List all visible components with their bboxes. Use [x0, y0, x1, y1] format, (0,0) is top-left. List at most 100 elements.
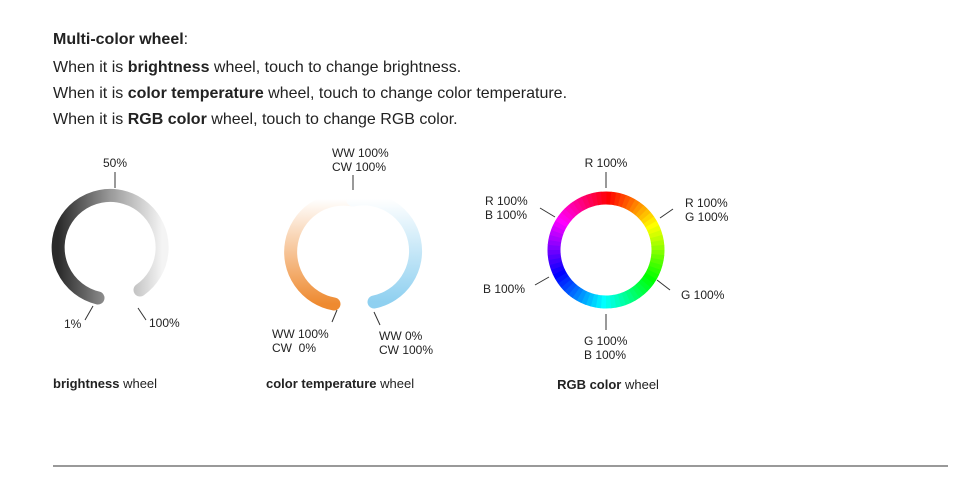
line: When it is brightness wheel, touch to ch…: [53, 59, 461, 76]
brightness-wheel: [51, 188, 169, 305]
hue-segment: [547, 253, 562, 261]
hue-segment: [552, 268, 567, 280]
label: B 100%: [584, 348, 626, 362]
label: 50%: [103, 156, 127, 170]
hue-segment: [634, 282, 648, 296]
caption: color temperature wheel: [266, 376, 414, 391]
hue-segment: [640, 276, 654, 288]
hue-segment: [580, 291, 591, 305]
hue-segment: [649, 234, 664, 243]
hue-segment: [552, 220, 567, 231]
pointer: [539, 207, 556, 218]
hue-segment: [649, 257, 664, 266]
hue-segment: [621, 195, 632, 209]
label: G 100%: [681, 288, 725, 302]
hue-segment: [557, 275, 572, 288]
label: 1%: [64, 317, 82, 331]
hue-segment: [632, 202, 644, 216]
hue-segment: [640, 212, 655, 225]
hue-segment: [585, 292, 595, 307]
hue-segment: [550, 265, 565, 275]
label: R 100%: [485, 194, 528, 208]
label: CW 100%: [379, 343, 433, 357]
hue-segment: [645, 269, 660, 280]
hue-segment: [617, 292, 627, 307]
hue-segment: [621, 291, 631, 306]
line: When it is RGB color wheel, touch to cha…: [53, 111, 458, 128]
label: G 100%: [584, 334, 628, 348]
hue-segment: [564, 204, 578, 218]
hue-segment: [645, 220, 660, 232]
hue-segment: [558, 212, 572, 224]
hue-segment: [642, 272, 657, 284]
label: R 100%: [685, 196, 728, 210]
hue-segment: [628, 287, 640, 301]
hue-segment: [609, 191, 617, 206]
hue-segment: [560, 278, 574, 292]
hue-segment: [590, 293, 599, 308]
pointer: [137, 307, 147, 321]
hue-segment: [551, 224, 565, 235]
hue-segment: [561, 208, 575, 221]
rgb-wheel: [547, 191, 665, 309]
hue-segment: [590, 192, 599, 207]
hue-segment: [564, 281, 577, 295]
pointer: [373, 311, 381, 326]
hue-segment: [635, 205, 648, 219]
hue-segment: [609, 294, 617, 309]
hue-segment: [572, 286, 584, 301]
hue-segment: [647, 225, 662, 235]
hue-segment: [648, 261, 663, 271]
hue-segment: [617, 193, 627, 208]
hue-segment: [637, 279, 651, 292]
hue-segment: [631, 284, 644, 299]
hue-segment: [625, 196, 636, 211]
hue-segment: [647, 265, 661, 276]
pointer: [534, 276, 550, 286]
hue-segment: [581, 194, 591, 209]
label: B 100%: [483, 282, 525, 296]
hue-segment: [648, 229, 663, 239]
hue-segment: [547, 239, 562, 247]
pointer: [656, 279, 671, 291]
label: CW 0%: [272, 341, 316, 355]
hue-segment: [595, 294, 603, 309]
hue-segment: [576, 196, 588, 211]
label: WW 0%: [379, 329, 423, 343]
label: WW 100%: [272, 327, 329, 341]
hue-segment: [613, 192, 622, 207]
hue-segment: [595, 191, 603, 206]
label: R 100%: [585, 156, 628, 170]
hue-segment: [585, 193, 595, 208]
hue-segment: [650, 239, 665, 247]
hue-segment: [650, 253, 665, 261]
label: WW 100%: [332, 146, 389, 160]
label: G 100%: [685, 210, 729, 224]
hue-segment: [568, 284, 580, 298]
hue-segment: [555, 216, 570, 228]
hue-segment: [613, 293, 622, 308]
hue-segment: [549, 261, 564, 271]
cool-arc: [346, 192, 423, 309]
hue-segment: [638, 208, 652, 222]
caption: brightness wheel: [53, 376, 157, 391]
label: 100%: [149, 316, 180, 330]
caption: RGB color wheel: [557, 377, 659, 392]
pointer: [659, 208, 674, 219]
heading: Multi-color wheel:: [53, 31, 188, 48]
hue-segment: [548, 234, 563, 243]
pointer: [84, 305, 94, 321]
hue-segment: [568, 201, 581, 216]
label: B 100%: [485, 208, 527, 222]
hue-segment: [548, 257, 563, 266]
hue-segment: [576, 289, 587, 304]
hue-segment: [624, 289, 636, 304]
label: CW 100%: [332, 160, 386, 174]
pointer: [331, 309, 338, 323]
hue-segment: [555, 272, 569, 284]
warm-arc: [284, 192, 360, 311]
hue-segment: [572, 199, 584, 213]
line: When it is color temperature wheel, touc…: [53, 85, 567, 102]
hue-segment: [643, 216, 657, 228]
